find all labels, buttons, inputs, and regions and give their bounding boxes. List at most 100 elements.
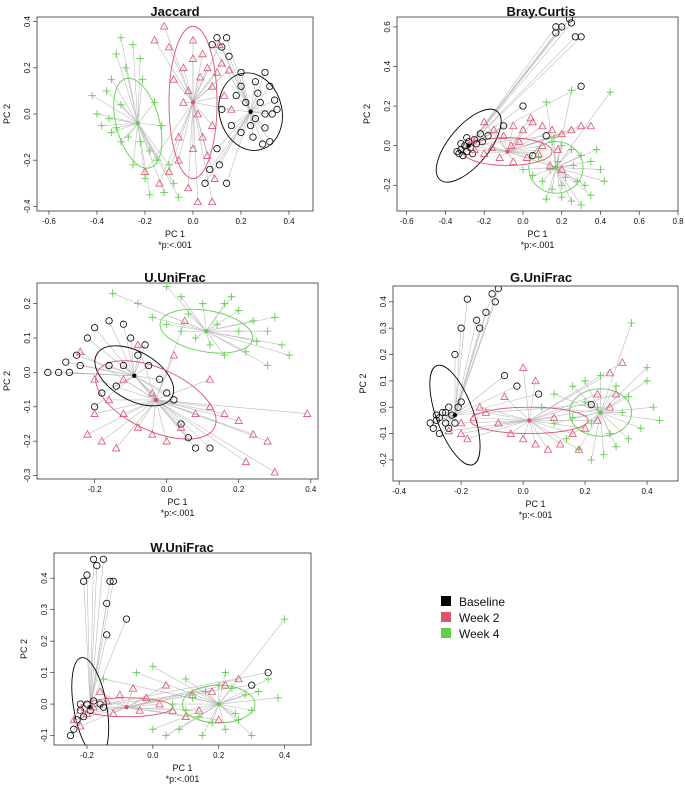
point-week-4-5 xyxy=(567,145,576,154)
spider-line xyxy=(123,324,135,376)
spider-line xyxy=(113,706,127,714)
point-week-4-7 xyxy=(599,450,608,459)
spider-line xyxy=(468,36,576,146)
point-week-2-22 xyxy=(207,197,217,206)
spider-line xyxy=(250,109,278,112)
spider-line xyxy=(183,67,194,103)
point-week-4-8 xyxy=(263,327,272,335)
spider-line xyxy=(522,367,530,421)
spider-line xyxy=(166,323,207,332)
spider-line xyxy=(454,320,477,416)
point-week-2-14 xyxy=(207,121,217,129)
point-baseline-10 xyxy=(438,408,447,417)
spider-line xyxy=(205,691,219,705)
spider-line xyxy=(137,123,175,184)
point-week-4-14 xyxy=(201,687,210,696)
point-week-4-13 xyxy=(188,693,197,702)
x-tick-label: 0.0 xyxy=(147,751,159,760)
point-week-4-0 xyxy=(108,289,117,298)
y-tick-label: 0.2 xyxy=(23,62,32,74)
point-week-4-11 xyxy=(550,419,558,427)
point-week-2-0 xyxy=(69,715,79,724)
chart-title: Bray.Curtis xyxy=(506,4,575,19)
point-week-2-32 xyxy=(210,174,219,182)
point-week-2-21 xyxy=(463,434,472,443)
point-week-4-8 xyxy=(181,706,190,715)
point-baseline-13 xyxy=(251,115,259,123)
point-week-4-20 xyxy=(561,173,570,182)
spider-line xyxy=(155,399,182,428)
point-week-4-23 xyxy=(542,195,551,203)
spider-line xyxy=(137,123,165,193)
spider-line xyxy=(192,102,199,202)
spider-line xyxy=(572,385,601,413)
spider-line xyxy=(551,167,557,190)
point-week-4-19 xyxy=(129,161,137,169)
p-value-note: *p:<.001 xyxy=(161,508,195,518)
point-week-2-17 xyxy=(518,363,528,371)
spider-line xyxy=(454,375,505,416)
spider-line xyxy=(472,139,508,152)
point-week-2-21 xyxy=(148,388,157,397)
y-tick-label: -0.2 xyxy=(379,452,388,466)
spider-line xyxy=(155,399,247,463)
point-week-4-5 xyxy=(624,435,633,443)
spider-line xyxy=(155,399,268,442)
spider-line xyxy=(123,379,157,401)
point-week-4-5 xyxy=(102,87,111,95)
x-tick-label: -0.2 xyxy=(454,487,468,496)
spider-line xyxy=(152,666,219,705)
point-week-4-9 xyxy=(278,341,286,349)
spider-line xyxy=(126,703,160,708)
x-tick-label: 0.4 xyxy=(641,487,653,496)
point-week-4-19 xyxy=(234,327,243,335)
panel-bray-curtis: Bray.Curtis -0.6 -0.4 -0.2 0.0 0.2 0.4 0.6 0.8 -0… xyxy=(362,4,684,250)
spider-line xyxy=(454,393,539,416)
spider-line xyxy=(600,412,660,421)
spider-line xyxy=(504,396,530,421)
point-week-4-7 xyxy=(195,712,203,721)
data-layer xyxy=(426,286,664,466)
point-week-4-22 xyxy=(618,408,627,417)
chart-title: G.UniFrac xyxy=(510,270,572,285)
spider-line xyxy=(507,141,520,152)
point-week-4-18 xyxy=(534,153,543,162)
point-week-4-6 xyxy=(208,719,216,727)
spider-line xyxy=(529,380,536,421)
spider-line xyxy=(507,121,533,152)
x-tick-label: 0.8 xyxy=(672,217,684,226)
spider-line xyxy=(529,420,536,445)
point-week-2-4 xyxy=(518,125,528,134)
point-week-4-20 xyxy=(270,313,279,322)
spider-line xyxy=(134,375,196,449)
point-week-4-24 xyxy=(252,337,261,346)
point-week-4-2 xyxy=(274,693,282,702)
spider-line xyxy=(137,399,157,428)
point-baseline-10 xyxy=(145,361,153,370)
centroid-week-4 xyxy=(204,328,209,334)
point-week-2-6 xyxy=(198,49,207,58)
spider-line xyxy=(529,420,561,445)
x-tick-label: -0.4 xyxy=(90,217,104,226)
chart-title: Jaccard xyxy=(150,4,199,19)
spider-line xyxy=(454,401,462,416)
point-week-2-12 xyxy=(219,91,229,99)
point-week-2-5 xyxy=(528,117,537,126)
spider-line xyxy=(468,135,547,146)
plot-frame xyxy=(392,285,679,482)
y-axis-label: PC 2 xyxy=(2,371,12,391)
point-baseline-19 xyxy=(218,105,226,113)
spider-line xyxy=(192,102,213,202)
point-baseline-9 xyxy=(134,351,142,359)
y-tick-label: 0.6 xyxy=(383,21,392,33)
point-baseline-17 xyxy=(237,128,245,137)
point-week-2-23 xyxy=(140,167,150,176)
point-week-2-16 xyxy=(522,153,532,161)
point-week-4-25 xyxy=(546,165,554,174)
point-week-2-30 xyxy=(174,132,183,141)
point-week-4-9 xyxy=(575,445,583,454)
point-week-4-4 xyxy=(122,64,130,72)
point-week-4-22 xyxy=(150,98,159,107)
point-week-4-20 xyxy=(149,662,157,671)
spider-line xyxy=(485,412,530,421)
